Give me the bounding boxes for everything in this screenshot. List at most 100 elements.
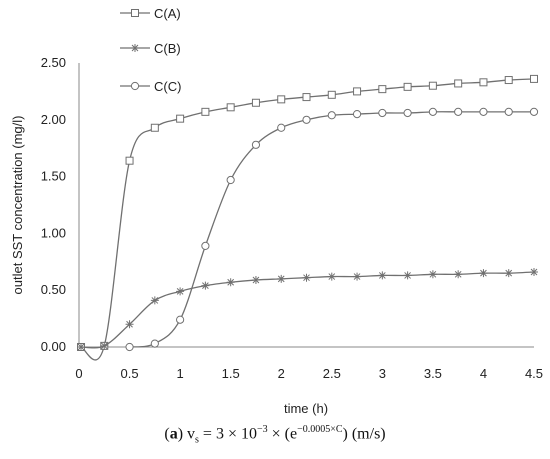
data-point bbox=[530, 268, 538, 277]
legend-item: C(B) bbox=[120, 41, 181, 56]
caption-eq3: ) (m/s) bbox=[342, 425, 386, 443]
data-point bbox=[251, 275, 260, 284]
data-point bbox=[176, 114, 185, 123]
y-tick-label: 2.00 bbox=[41, 112, 66, 127]
data-point bbox=[504, 269, 513, 278]
series-2 bbox=[77, 268, 538, 351]
y-axis-title: outlet SST concentration (mg/l) bbox=[10, 116, 25, 295]
x-tick-label: 4.5 bbox=[525, 366, 543, 381]
x-axis-title: time (h) bbox=[284, 401, 328, 416]
caption-exp1: −3 bbox=[256, 424, 268, 435]
caption-label: a bbox=[169, 425, 178, 443]
data-point bbox=[403, 82, 412, 91]
data-point bbox=[428, 270, 437, 279]
data-point bbox=[530, 74, 538, 83]
data-point bbox=[378, 271, 387, 280]
y-tick-label: 1.00 bbox=[41, 225, 66, 240]
data-point bbox=[176, 287, 185, 296]
series-layer bbox=[77, 74, 539, 361]
data-point bbox=[454, 270, 463, 279]
data-point bbox=[302, 93, 311, 102]
data-point bbox=[150, 296, 159, 305]
data-point bbox=[226, 278, 235, 287]
x-tick-label: 3 bbox=[379, 366, 386, 381]
series-line bbox=[80, 271, 535, 349]
data-point bbox=[302, 273, 311, 282]
caption-var-sub: s bbox=[195, 434, 199, 446]
data-point bbox=[504, 107, 513, 116]
data-point bbox=[403, 271, 412, 280]
data-point bbox=[454, 79, 463, 88]
legend: C(A) C(B) C(C) bbox=[120, 6, 181, 94]
data-point bbox=[403, 108, 412, 118]
data-point bbox=[277, 95, 286, 104]
data-point bbox=[479, 78, 488, 87]
figure-caption: (a) vs = 3 × 10−3 × (e−0.0005×C) (m/s) bbox=[164, 424, 386, 446]
x-tick-label: 1 bbox=[176, 366, 183, 381]
data-point bbox=[251, 140, 261, 149]
y-tick-label: 0.00 bbox=[41, 339, 66, 354]
data-point bbox=[201, 241, 210, 250]
caption-eq1: = 3 × 10 bbox=[198, 425, 257, 443]
data-point bbox=[150, 339, 159, 348]
data-point bbox=[277, 123, 286, 132]
data-point bbox=[479, 269, 488, 278]
data-point bbox=[125, 156, 134, 165]
data-point bbox=[201, 107, 210, 116]
data-point bbox=[428, 107, 437, 116]
data-point bbox=[176, 315, 185, 324]
data-point bbox=[529, 107, 539, 116]
x-tick-label: 3.5 bbox=[424, 366, 442, 381]
data-point bbox=[150, 123, 159, 132]
legend-marker bbox=[131, 44, 139, 52]
data-point bbox=[77, 343, 86, 351]
data-point bbox=[479, 107, 488, 116]
caption-eq2: × (e bbox=[267, 425, 298, 443]
y-tick-labels: 0.00 0.50 1.00 1.50 2.00 2.50 bbox=[41, 55, 66, 354]
data-point bbox=[327, 90, 336, 99]
x-tick-label: 0 bbox=[75, 366, 82, 381]
data-point bbox=[504, 76, 513, 85]
x-tick-label: 1.5 bbox=[222, 366, 240, 381]
data-point bbox=[125, 342, 134, 352]
series-line bbox=[129, 111, 534, 348]
y-tick-label: 0.50 bbox=[41, 282, 66, 297]
data-point bbox=[251, 98, 260, 107]
x-tick-labels: 0 0.5 1 1.5 2 2.5 3 3.5 4 4.5 bbox=[75, 366, 543, 381]
data-point bbox=[454, 107, 463, 116]
caption-var: v bbox=[187, 425, 196, 443]
data-point bbox=[378, 85, 387, 94]
data-point bbox=[226, 175, 235, 185]
legend-marker bbox=[130, 81, 140, 91]
data-point bbox=[226, 103, 235, 112]
data-point bbox=[100, 341, 109, 350]
series-1 bbox=[77, 74, 538, 361]
data-point bbox=[201, 281, 210, 290]
x-tick-label: 2 bbox=[278, 366, 285, 381]
legend-marker bbox=[131, 9, 139, 17]
data-point bbox=[327, 272, 336, 281]
legend-label: C(B) bbox=[154, 41, 181, 56]
legend-item: C(A) bbox=[120, 6, 181, 21]
data-point bbox=[353, 272, 362, 281]
series-3 bbox=[125, 107, 539, 352]
data-point bbox=[428, 81, 437, 90]
legend-label: C(A) bbox=[154, 6, 181, 21]
data-point bbox=[352, 110, 362, 119]
x-tick-label: 4 bbox=[480, 366, 487, 381]
data-point bbox=[302, 115, 311, 124]
legend-label: C(C) bbox=[154, 79, 181, 94]
data-point bbox=[277, 274, 286, 283]
data-point bbox=[378, 108, 387, 118]
data-point bbox=[327, 111, 336, 120]
caption-exp2: −0.0005×C bbox=[297, 424, 343, 435]
axes bbox=[78, 63, 534, 348]
x-tick-label: 0.5 bbox=[121, 366, 139, 381]
line-chart: 0.00 0.50 1.00 1.50 2.00 2.50 0 0.5 1 1.5 2 2.5 3 3.… bbox=[10, 6, 543, 416]
y-tick-label: 1.50 bbox=[41, 169, 66, 184]
x-tick-label: 2.5 bbox=[323, 366, 341, 381]
legend-item: C(C) bbox=[120, 79, 181, 94]
data-point bbox=[125, 320, 134, 329]
data-point bbox=[353, 87, 362, 96]
y-tick-label: 2.50 bbox=[41, 55, 66, 70]
